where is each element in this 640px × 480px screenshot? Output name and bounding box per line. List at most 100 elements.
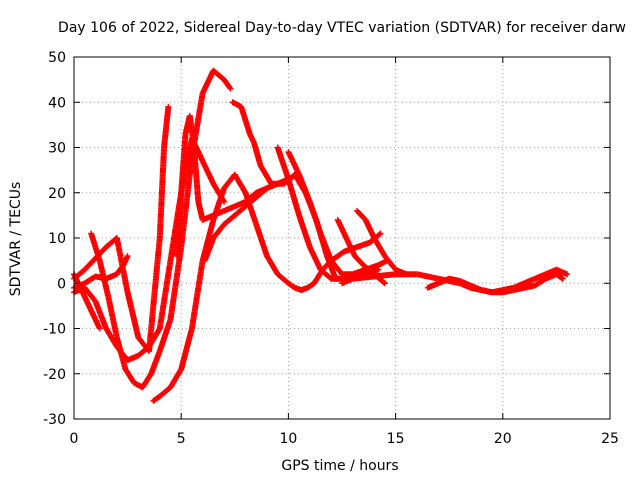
data-point [317,266,334,281]
data-series [334,216,388,287]
data-point [124,289,141,340]
y-tick-label: 30 [48,141,66,157]
data-point [113,235,131,294]
data-point [238,103,253,136]
data-point [210,222,227,241]
data-point [199,158,216,186]
x-tick-label: 20 [494,431,512,447]
data-point [381,280,388,287]
data-point [81,256,98,273]
x-tick-label: 0 [70,431,79,447]
data-point [103,325,120,349]
data-point [354,239,372,251]
data-point [285,176,302,217]
data-point [285,149,302,177]
data-point [564,271,571,278]
data-point [231,171,248,195]
x-tick-label: 10 [279,431,297,447]
y-tick-label: 20 [48,186,66,202]
data-point [253,221,270,258]
y-tick-label: -10 [43,322,66,338]
data-point [553,271,565,281]
data-point [156,259,174,332]
data-point [343,235,358,258]
x-tick-label: 15 [387,431,405,447]
data-point [242,195,259,210]
data-point [201,236,216,264]
data-point [79,289,94,313]
data-point [317,230,334,263]
data-point [165,103,172,110]
data-point [161,105,172,151]
x-axis-label: GPS time / hours [281,458,398,474]
data-point [173,191,185,260]
data-point [531,276,548,289]
data-point [231,204,248,219]
data-point [360,262,377,277]
data-point [96,257,111,299]
data-point [263,253,280,276]
data-point [253,186,269,201]
x-tick-label: 25 [601,431,619,447]
y-tick-label: 40 [48,95,66,111]
data-point [146,326,163,350]
data-point [188,259,206,332]
data-point [221,172,237,192]
data-point [191,144,202,204]
data-point [381,253,398,272]
data-point [306,244,323,272]
data-point [105,293,120,340]
data-point [227,85,234,92]
x-tick-label: 5 [177,431,186,447]
y-tick-label: 50 [48,50,66,66]
data-point [559,275,566,282]
chart-title: Day 106 of 2022, Sidereal Day-to-day VTE… [58,20,626,36]
data-point [296,171,313,204]
data-point [306,198,324,236]
data-point [304,281,317,291]
y-tick-label: -30 [43,412,66,428]
data-point [113,343,130,363]
data-point [156,145,167,241]
data-point [92,298,109,331]
data-point [274,144,291,181]
data-point [96,325,103,332]
data-point [81,284,98,304]
data-point [88,307,103,331]
data-series [201,185,270,264]
data-point [178,155,195,251]
data-point [124,253,131,260]
data-point [334,216,349,240]
data-point [178,132,189,196]
data-point [146,236,163,355]
data-point [349,267,368,278]
data-point [354,207,368,222]
data-point [210,67,227,82]
data-point [351,253,366,268]
data-point [139,371,154,391]
data-point [199,68,216,97]
y-tick-label: -20 [43,367,66,383]
data-point [285,280,297,291]
data-point [167,367,184,391]
data-series [424,266,571,296]
data-point [178,326,195,373]
data-point [186,112,197,150]
data-point [377,230,384,237]
axis-ticks: 0 5 10 15 20 25 -30 -20 -10 0 10 20 30 40 50 [43,50,619,447]
y-tick-label: 0 [57,276,66,292]
data-point [135,344,151,359]
data-point [221,213,237,228]
data-point [328,257,345,277]
data-point [156,385,173,400]
data-point [251,139,264,168]
data-point [221,76,233,91]
data-point [274,271,291,286]
y-tick-label: 10 [48,231,66,247]
data-point [242,190,259,205]
data-point [148,349,163,377]
data-point [88,230,103,263]
data-point [263,185,270,192]
data-point [371,235,388,258]
